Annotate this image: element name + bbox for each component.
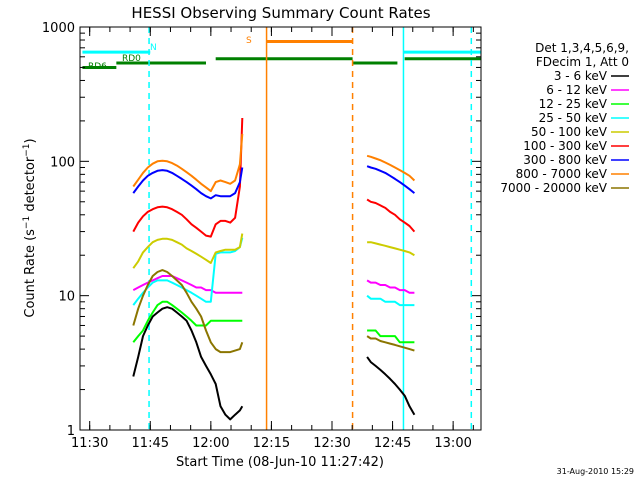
legend-entry-label: 100 - 300 keV — [523, 139, 607, 153]
legend-entry-label: 6 - 12 keV — [546, 83, 608, 97]
legend-header-line-2: FDecim 1, Att 0 — [536, 55, 629, 69]
y-axis-label-mid: detector — [23, 156, 38, 216]
series-line-1 — [366, 279, 415, 294]
x-tick-label: 11:30 — [71, 436, 108, 451]
legend-entry-label: 300 - 800 keV — [523, 153, 607, 167]
series-line-3 — [366, 294, 415, 307]
y-axis-label: Count Rate (s−1 detector−1) — [22, 138, 38, 317]
series-line-5 — [132, 117, 244, 238]
y-tick-label: 100 — [50, 155, 75, 170]
x-tick-label: 12:30 — [313, 436, 350, 451]
y-axis-label-main: Count Rate (s — [23, 229, 38, 318]
series-line-7 — [366, 154, 416, 182]
series-line-3 — [132, 237, 244, 306]
series-layer — [132, 117, 416, 421]
y-axis: 1 10 100 1000 — [42, 21, 481, 439]
series-line-0 — [132, 306, 244, 421]
series-line-4 — [132, 233, 244, 269]
legend-entry-label: 7000 - 20000 keV — [500, 181, 607, 195]
y-axis-label-exp1: −1 — [22, 216, 32, 229]
legend: Det 1,3,4,5,6,9, FDecim 1, Att 0 3 - 6 k… — [500, 41, 629, 195]
y-axis-label-exp2: −1 — [22, 143, 32, 156]
series-line-2 — [367, 329, 415, 344]
series-line-2 — [132, 300, 243, 343]
legend-header-line-1: Det 1,3,4,5,6,9, — [535, 41, 629, 55]
series-line-5 — [366, 198, 416, 233]
series-line-4 — [367, 241, 415, 257]
state-marker-lines — [148, 27, 473, 430]
chart-title: HESSI Observing Summary Count Rates — [131, 4, 430, 22]
x-tick-label: 11:45 — [132, 436, 169, 451]
observing-state-layer: RD6 RD0 N S — [82, 36, 481, 72]
series-line-6 — [366, 165, 416, 194]
state-label-rd0: RD0 — [122, 54, 141, 64]
series-line-7 — [132, 133, 244, 193]
plot-frame — [79, 26, 482, 431]
y-tick-label: 1 — [67, 424, 75, 439]
legend-entry-label: 12 - 25 keV — [539, 97, 608, 111]
state-label-s: S — [246, 36, 252, 46]
x-axis-label: Start Time (08-Jun-10 11:27:42) — [176, 455, 384, 470]
series-line-8 — [132, 269, 244, 354]
x-tick-label: 13:00 — [434, 436, 471, 451]
x-tick-label: 12:45 — [374, 436, 411, 451]
series-line-0 — [366, 356, 416, 416]
x-axis: 11:30 11:45 12:00 12:15 12:30 12:45 13:00 — [71, 27, 474, 451]
state-label-n: N — [150, 43, 157, 53]
legend-entry-label: 50 - 100 keV — [531, 125, 608, 139]
y-axis-label-close: ) — [23, 138, 38, 143]
timestamp-label: 31-Aug-2010 15:29 — [557, 467, 634, 476]
state-label-rd6: RD6 — [88, 62, 107, 72]
series-line-6 — [132, 167, 244, 200]
y-tick-label: 1000 — [42, 21, 75, 36]
legend-entry-label: 800 - 7000 keV — [516, 167, 608, 181]
series-line-1 — [132, 275, 243, 294]
legend-entry-label: 25 - 50 keV — [539, 111, 608, 125]
x-tick-label: 12:15 — [253, 436, 290, 451]
legend-entry-label: 3 - 6 keV — [554, 69, 608, 83]
y-tick-label: 10 — [58, 290, 75, 305]
series-line-8 — [366, 335, 415, 352]
x-tick-label: 12:00 — [192, 436, 229, 451]
